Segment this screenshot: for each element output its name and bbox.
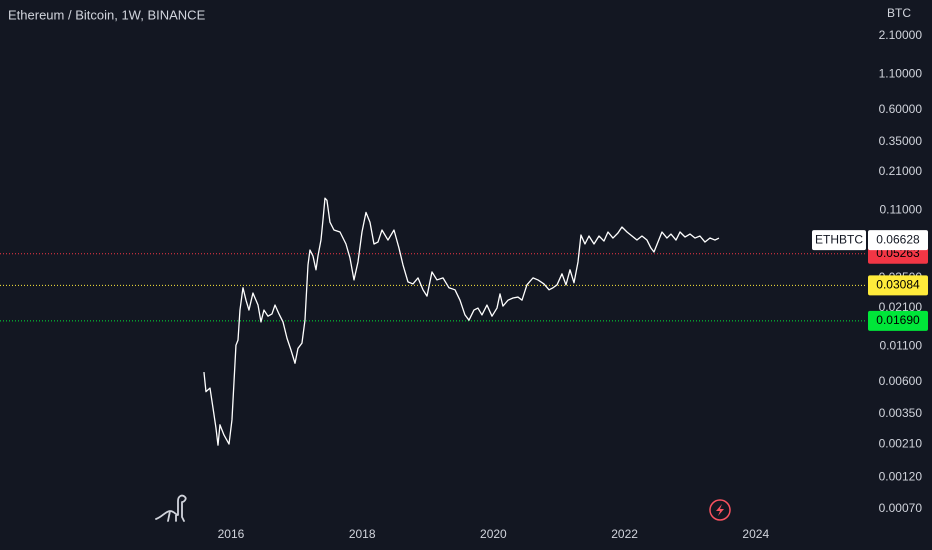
y-tick-label: 0.60000: [879, 102, 923, 116]
y-tick-label: 0.00350: [879, 406, 923, 420]
symbol-label: ETHBTC: [815, 232, 863, 246]
last-price-label: 0.06628: [876, 232, 920, 246]
y-tick-label: 2.10000: [879, 28, 923, 42]
price-line: [203, 197, 720, 446]
lightning-icon[interactable]: [709, 499, 731, 521]
x-tick-label: 2020: [480, 527, 507, 541]
y-tick-label: 0.11000: [880, 202, 923, 216]
price-label-box: [868, 310, 928, 331]
logo: [155, 494, 187, 522]
symbol-label-box: [812, 230, 866, 251]
y-unit: BTC: [887, 6, 911, 20]
last-price-box: [868, 230, 928, 251]
y-tick-label: 0.01100: [880, 338, 923, 352]
y-tick-label: 0.00210: [879, 436, 923, 450]
y-tick-label: 0.21000: [879, 164, 923, 178]
y-tick-label: 0.02100: [879, 300, 923, 314]
y-tick-label: 0.35000: [879, 134, 923, 148]
price-label-box: [868, 275, 928, 296]
price-label: 0.01690: [876, 313, 920, 327]
x-tick-label: 2024: [742, 527, 769, 541]
x-tick-label: 2016: [218, 527, 245, 541]
chart-title: Ethereum / Bitcoin, 1W, BINANCE: [8, 7, 206, 22]
y-tick-label: 0.00120: [879, 469, 923, 483]
x-tick-label: 2018: [349, 527, 376, 541]
y-tick-label: 0.00600: [879, 374, 923, 388]
y-tick-label: 1.10000: [879, 66, 923, 80]
y-tick-label: 0.00070: [879, 501, 923, 515]
price-label: 0.03084: [876, 278, 920, 292]
plot-area: [0, 197, 865, 446]
x-tick-label: 2022: [611, 527, 638, 541]
